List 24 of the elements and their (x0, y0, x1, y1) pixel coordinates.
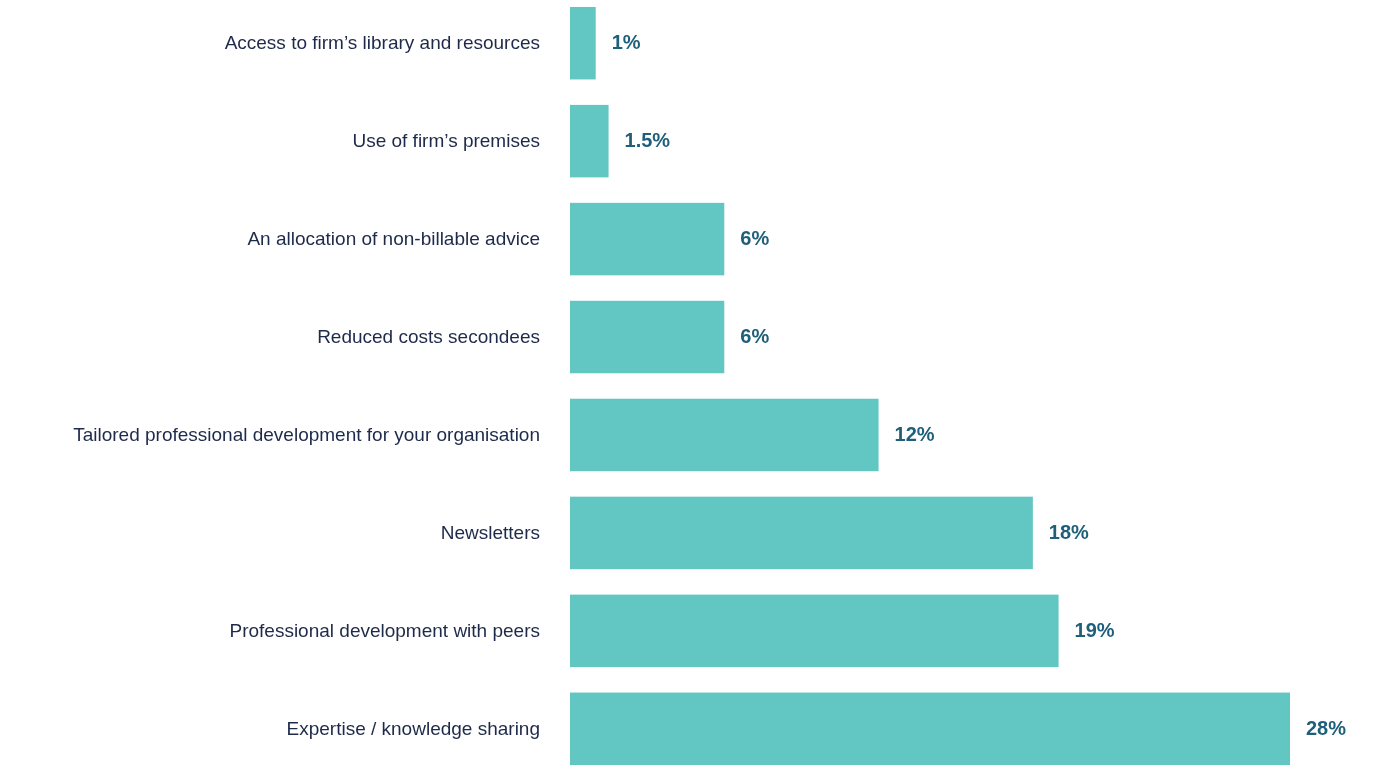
y-tick-label: Use of firm’s premises (352, 130, 540, 152)
y-tick-label: Professional development with peers (229, 619, 540, 641)
y-tick-label: Expertise / knowledge sharing (286, 717, 540, 739)
data-label: 18% (1048, 520, 1090, 543)
bar (570, 398, 879, 472)
y-tick-label: Tailored professional development for your organisation (73, 424, 540, 446)
bar (570, 300, 725, 374)
bar (570, 496, 1033, 570)
data-label: 28% (1306, 716, 1347, 739)
data-label: 19% (1074, 618, 1115, 641)
data-label: 1.5% (624, 129, 671, 152)
y-tick-label: Access to firm’s library and resources (224, 32, 540, 54)
bar (570, 594, 1059, 668)
bar (570, 692, 1290, 766)
data-label: 1% (611, 31, 641, 54)
data-label: 6% (740, 227, 770, 250)
data-label: 12% (894, 422, 935, 445)
bar (570, 104, 609, 178)
y-tick-label: Newsletters (440, 522, 540, 543)
bar (570, 6, 596, 80)
y-tick-label: An allocation of non-billable advice (247, 228, 540, 250)
bar (570, 202, 725, 276)
y-tick-label: Reduced costs secondees (317, 326, 540, 348)
data-label: 6% (740, 325, 770, 348)
